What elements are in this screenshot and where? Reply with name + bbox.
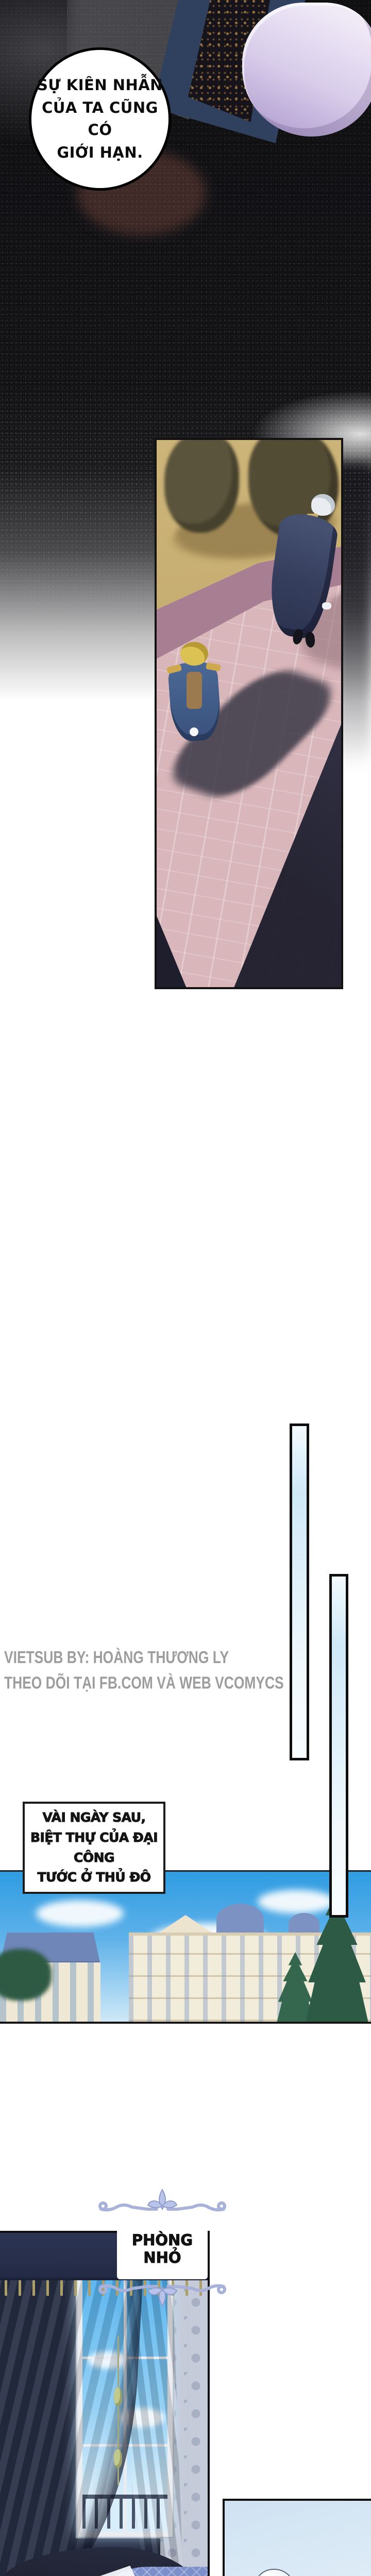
officer-white-glove — [190, 727, 198, 736]
transition-bar — [329, 1574, 348, 1918]
panel-palace-exterior — [0, 1870, 371, 2024]
bubble-line: CỦA TA CŨNG CÓ — [42, 98, 158, 139]
bubble-line: SỰ KIÊN NHẪN — [37, 76, 163, 94]
caption-line: VÀI NGÀY SAU, — [42, 1810, 146, 1825]
palace-dome — [216, 1904, 264, 1936]
room-label-box: PHÒNG NHỎ — [117, 2218, 208, 2279]
bush — [164, 440, 239, 533]
credit-line: VIETSUB BY: HOÀNG THƯƠNG LY — [4, 1648, 229, 1667]
speech-bubble-patience: SỰ KIÊN NHẪN CỦA TA CŨNG CÓ GIỚI HẠN. — [29, 47, 171, 191]
duke-navy-coat — [264, 511, 340, 641]
cloud — [258, 1890, 335, 1913]
balcony-railing — [82, 2495, 167, 2529]
caption-line: TƯỚC Ở THỦ ĐÔ — [37, 1870, 151, 1885]
cord-weight — [114, 2387, 122, 2406]
cloud — [36, 1900, 124, 1927]
window-mullion — [123, 2274, 127, 2532]
caption-timeskip: VÀI NGÀY SAU, BIỆT THỰ CỦA ĐẠI CÔNG TƯỚC… — [23, 1802, 165, 1894]
translator-credit: VIETSUB BY: HOÀNG THƯƠNG LY THEO DÕI TẠI… — [4, 1645, 284, 1696]
duke-white-cuff — [322, 602, 331, 609]
room-label-text: PHÒNG NHỎ — [131, 2231, 193, 2267]
palace-turret — [289, 1913, 319, 1936]
figure-white-haired-duke — [264, 494, 341, 649]
label-ornament-top — [98, 2188, 226, 2212]
credit-line: THEO DÕI TẠI FB.COM VÀ WEB VCOMYCS — [4, 1674, 284, 1693]
figure-blond-officer — [166, 641, 226, 752]
transition-bar — [290, 1423, 309, 1760]
cloud — [88, 2351, 129, 2369]
room-label: PHÒNG NHỎ — [98, 2188, 227, 2309]
label-ornament-bottom — [98, 2284, 226, 2308]
officer-blond-hair — [180, 642, 208, 666]
tall-window — [77, 2269, 173, 2537]
gloved-fist — [242, 3, 371, 137]
bubble-line: GIỚI HẠN. — [57, 143, 143, 161]
cord-weight — [114, 2449, 122, 2468]
duke-boot — [305, 632, 316, 648]
caption-line: BIỆT THỰ CỦA ĐẠI CÔNG — [30, 1829, 158, 1865]
duke-white-hair — [311, 494, 335, 516]
officer-sash — [187, 672, 202, 709]
panel-teacup — [223, 2499, 371, 2576]
panel-courtyard — [155, 438, 343, 989]
soap-bubble-small — [255, 2569, 295, 2576]
garden-trees — [0, 1949, 52, 2001]
curtain-cord — [117, 2336, 119, 2485]
